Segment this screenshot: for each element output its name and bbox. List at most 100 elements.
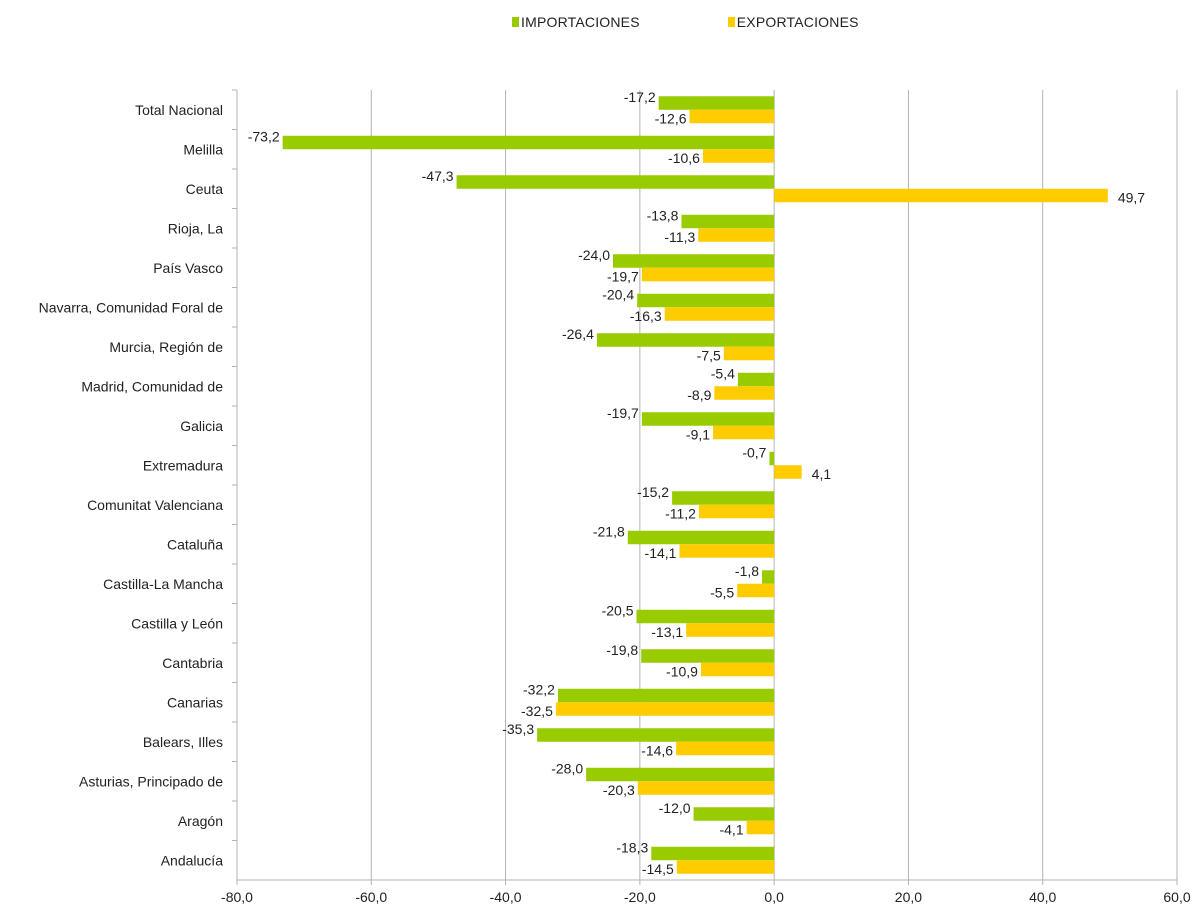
legend: IMPORTACIONES EXPORTACIONES [512,14,859,30]
data-label: -28,0 [551,761,583,777]
y-tick-label: Asturias, Principado de [79,773,223,789]
data-label: -35,3 [502,721,534,737]
y-tick-label: Melilla [183,141,223,157]
bar [596,333,775,347]
x-tick-label: 20,0 [895,889,922,905]
bar [714,386,775,400]
y-tick-label: Comunitat Valenciana [87,497,223,513]
bar [762,570,775,584]
bar [664,307,775,321]
data-label: -13,8 [647,208,679,224]
bar [282,135,775,150]
bar [686,623,775,637]
data-label: -1,8 [735,563,759,579]
y-tick-label: Murcia, Región de [109,339,223,355]
data-label: -5,5 [710,585,734,601]
data-label: -24,0 [578,247,610,263]
y-tick-label: Navarra, Comunidad Foral de [39,299,224,315]
data-label: -32,2 [523,682,555,698]
y-tick-label: Castilla y León [131,615,223,631]
x-tick-label: -40,0 [490,889,522,905]
data-label: -12,6 [655,111,687,127]
x-tick-label: 60,0 [1163,889,1190,905]
bar [651,846,775,861]
data-label: -10,6 [668,150,700,166]
x-tick-label: 40,0 [1029,889,1056,905]
data-label: -5,4 [711,366,735,382]
data-label: -26,4 [562,326,594,342]
bar [658,96,775,110]
bar [641,267,775,282]
bar [557,688,775,703]
bar [676,741,775,756]
bar [537,728,775,742]
bar [737,372,775,387]
legend-item-importaciones: IMPORTACIONES [512,14,640,30]
bar [769,451,775,466]
data-label: -13,1 [651,624,683,640]
y-tick-label: Total Nacional [135,102,223,118]
data-label: 49,7 [1118,190,1145,206]
data-label: -0,7 [742,445,766,461]
legend-swatch-importaciones [512,17,519,27]
x-tick-label: -80,0 [221,889,253,905]
bar [723,346,775,361]
y-tick-label: País Vasco [153,260,223,276]
bar [700,662,775,677]
bar [737,583,775,598]
bar [679,544,775,558]
bar [613,254,775,268]
data-label: -18,3 [616,840,648,856]
bar [689,109,775,124]
bar [746,820,775,835]
y-tick-label: Andalucía [161,852,223,868]
legend-label-exportaciones: EXPORTACIONES [736,14,859,30]
data-label: -11,2 [665,506,696,522]
data-label: -21,8 [593,524,625,540]
data-label: -16,3 [630,308,662,324]
data-label: -20,5 [602,603,634,619]
bar [641,649,775,663]
bar [627,530,775,545]
y-tick-label: Cataluña [167,536,223,552]
data-label: -32,5 [521,703,553,719]
data-label: -15,2 [637,484,669,500]
bar [774,465,802,479]
bar [672,491,775,505]
bar [702,149,775,163]
bar [676,860,775,874]
bar [774,188,1108,203]
bar [641,412,775,426]
data-label: -19,7 [607,405,639,421]
y-tick-label: Aragón [178,813,223,829]
data-label: -9,1 [686,427,710,443]
x-tick-label: -60,0 [355,889,387,905]
y-tick-label: Castilla-La Mancha [103,576,223,592]
data-label: -19,8 [606,642,638,658]
bar [637,781,775,795]
data-label: -20,4 [602,287,634,303]
y-tick-label: Cantabria [162,655,223,671]
y-tick-label: Canarias [167,694,223,710]
bar [555,702,775,716]
data-label: -8,9 [687,387,711,403]
legend-swatch-exportaciones [727,17,735,27]
data-label: -14,1 [645,545,677,561]
data-label: -17,2 [624,89,656,105]
legend-label-importaciones: IMPORTACIONES [521,14,640,30]
data-label: -14,6 [641,743,673,759]
data-label: -7,5 [697,348,721,364]
bar [681,214,775,229]
y-tick-label: Madrid, Comunidad de [81,378,223,394]
bar [456,175,775,189]
y-tick-label: Extremadura [143,457,223,473]
data-label: -11,3 [664,229,695,245]
bar [637,293,775,308]
data-label: -73,2 [248,129,280,145]
data-label: -19,7 [607,269,639,285]
bar [698,504,775,519]
bar [713,425,775,440]
data-label: -20,3 [603,782,635,798]
data-label: -10,9 [666,664,698,680]
